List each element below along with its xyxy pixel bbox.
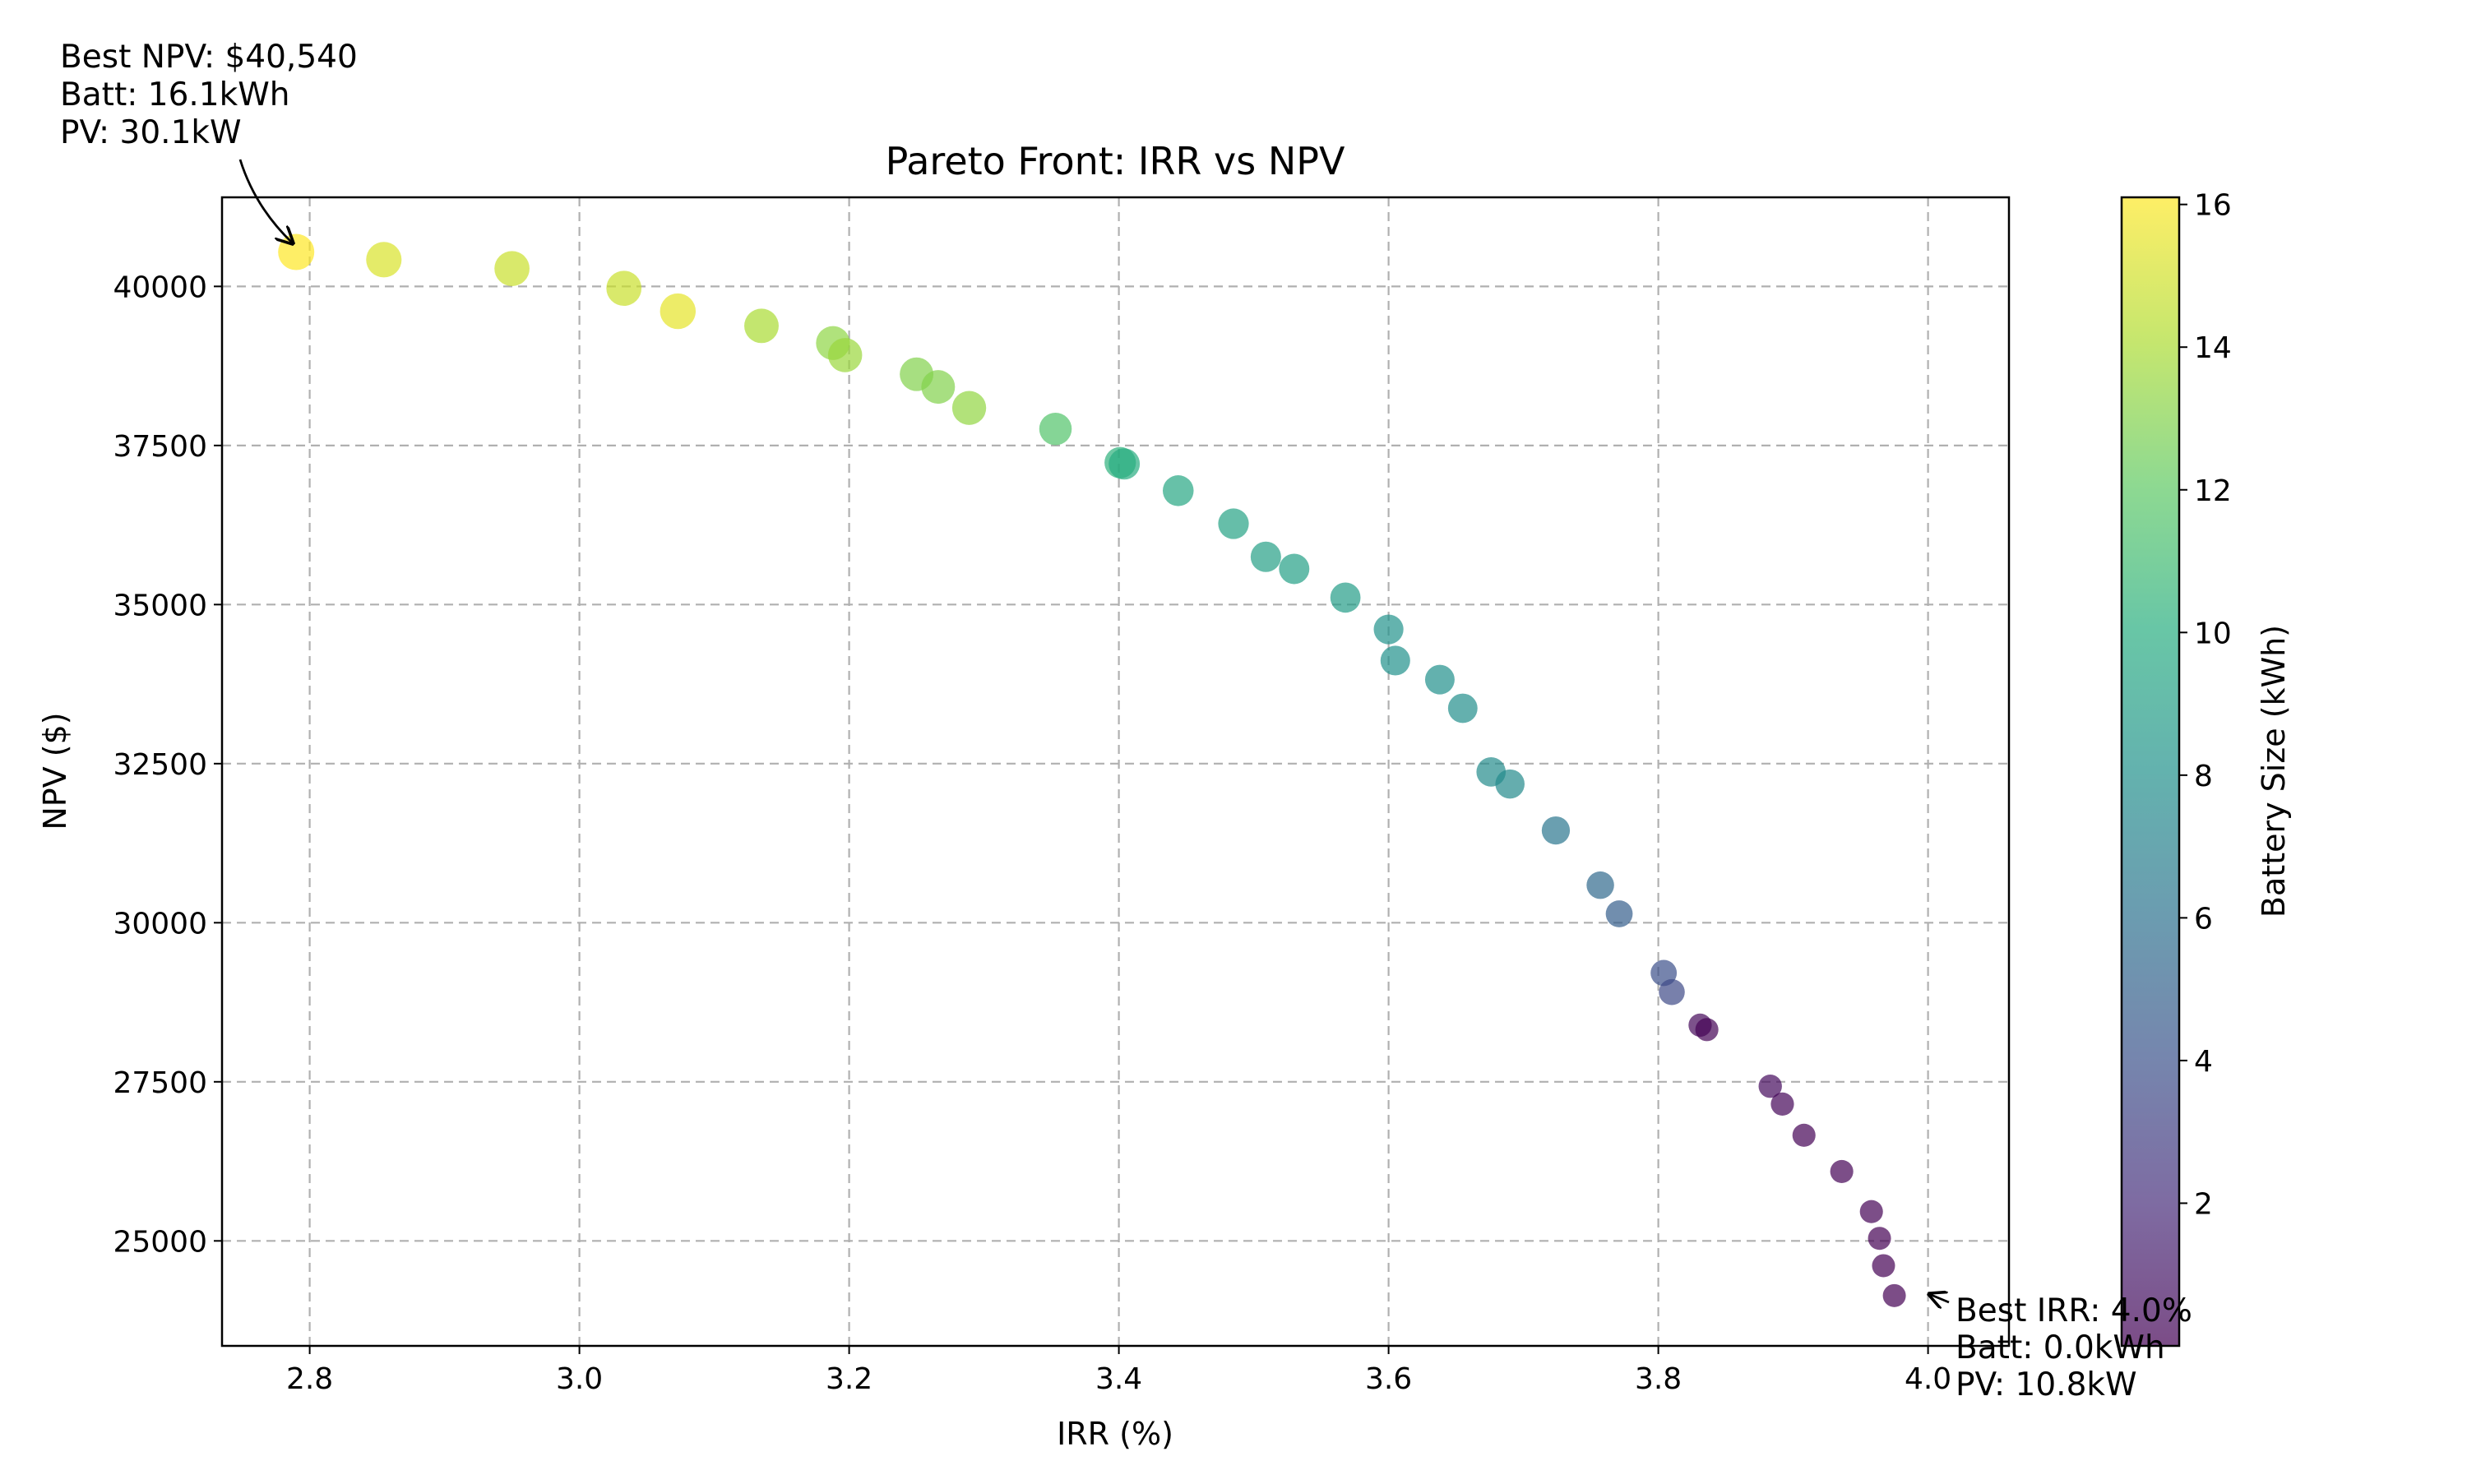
colorbar-tick-label: 14 [2194, 331, 2232, 365]
data-point [1868, 1227, 1891, 1251]
data-point [1380, 645, 1410, 676]
y-axis-ticks: 25000 27500 30000 32500 35000 37500 40000 [113, 270, 222, 1259]
best-npv-arrow [238, 159, 293, 243]
colorbar-tick-label: 10 [2194, 617, 2232, 650]
data-point [1586, 871, 1614, 899]
data-point [1872, 1254, 1895, 1278]
best-npv-annotation: Best NPV: $40,540 Batt: 16.1kWh PV: 30.1… [60, 39, 368, 243]
data-point [1218, 508, 1249, 539]
colorbar-frame [2120, 196, 2181, 1348]
y-tick-label: 32500 [113, 748, 207, 782]
data-point [366, 242, 402, 278]
colorbar-tick-label: 12 [2194, 474, 2232, 508]
grid [222, 197, 2009, 1346]
best-irr-line-2: Batt: 0.0kWh [1956, 1329, 2165, 1366]
data-point [1330, 582, 1361, 613]
data-point [1279, 553, 1310, 585]
data-point [827, 338, 863, 372]
colorbar-tick-label: 2 [2194, 1187, 2213, 1221]
data-point [921, 370, 956, 405]
data-point [1792, 1123, 1816, 1147]
colorbar-ticks: 2 4 6 8 10 12 14 16 [2179, 189, 2232, 1221]
data-point [1541, 816, 1571, 845]
x-tick-label: 3.8 [1635, 1362, 1682, 1396]
data-point [1695, 1018, 1719, 1042]
y-tick-label: 40000 [113, 270, 207, 304]
x-tick-label: 4.0 [1905, 1362, 1951, 1396]
best-irr-line-1: Best IRR: 4.0% [1956, 1292, 2192, 1329]
data-point [1250, 541, 1281, 572]
x-tick-label: 3.4 [1095, 1362, 1142, 1396]
best-npv-line-1: Best NPV: $40,540 [60, 39, 358, 76]
x-tick-label: 2.8 [286, 1362, 333, 1396]
data-point [1447, 693, 1478, 724]
x-tick-label: 3.0 [556, 1362, 603, 1396]
data-point [1162, 475, 1194, 506]
data-point [1605, 900, 1633, 927]
data-point [1424, 664, 1455, 695]
data-point [660, 293, 697, 330]
best-npv-line-2: Batt: 16.1kWh [60, 76, 289, 113]
data-point [1495, 769, 1525, 799]
y-tick-label: 30000 [113, 907, 207, 941]
data-point [278, 233, 315, 270]
chart-title: Pareto Front: IRR vs NPV [886, 139, 1345, 183]
x-tick-label: 3.2 [826, 1362, 872, 1396]
colorbar: 2 4 6 8 10 12 14 16 Battery Size (kWh) [2120, 189, 2292, 1348]
y-tick-label: 27500 [113, 1066, 207, 1100]
colorbar-tick-label: 4 [2194, 1045, 2213, 1079]
best-npv-line-3: PV: 30.1kW [60, 114, 242, 151]
x-axis-ticks: 2.8 3.0 3.2 3.4 3.6 3.8 4.0 [286, 1346, 1951, 1396]
data-point [494, 251, 530, 287]
data-point [1859, 1200, 1883, 1223]
colorbar-tick-label: 8 [2194, 760, 2213, 793]
best-irr-annotation: Best IRR: 4.0% Batt: 0.0kWh PV: 10.8kW [1929, 1292, 2202, 1403]
best-irr-line-3: PV: 10.8kW [1956, 1366, 2137, 1403]
scatter-points [278, 233, 1906, 1307]
colorbar-label: Battery Size (kWh) [2256, 625, 2292, 918]
data-point [1659, 978, 1685, 1006]
data-point [1830, 1159, 1854, 1183]
y-tick-label: 35000 [113, 589, 207, 622]
plot-frame [220, 196, 2011, 1348]
data-point [951, 391, 987, 425]
best-npv-text: Best NPV: $40,540 Batt: 16.1kWh PV: 30.1… [60, 39, 368, 151]
colorbar-tick-label: 6 [2194, 902, 2213, 936]
y-tick-label: 25000 [113, 1225, 207, 1259]
colorbar-gradient [2122, 197, 2179, 1346]
y-axis-label: NPV ($) [37, 712, 73, 830]
data-point [1770, 1092, 1794, 1116]
data-point [1373, 614, 1404, 645]
best-irr-text: Best IRR: 4.0% Batt: 0.0kWh PV: 10.8kW [1956, 1292, 2202, 1403]
x-axis-label: IRR (%) [1057, 1416, 1173, 1452]
data-point [1882, 1283, 1906, 1307]
best-irr-arrow [1929, 1294, 1950, 1302]
colorbar-tick-label: 16 [2194, 189, 2232, 223]
data-point [1109, 448, 1141, 480]
data-point [1758, 1075, 1782, 1098]
data-point [606, 270, 642, 307]
data-point [744, 308, 779, 344]
y-tick-label: 37500 [113, 430, 207, 464]
data-point [1039, 412, 1072, 446]
x-tick-label: 3.6 [1365, 1362, 1412, 1396]
